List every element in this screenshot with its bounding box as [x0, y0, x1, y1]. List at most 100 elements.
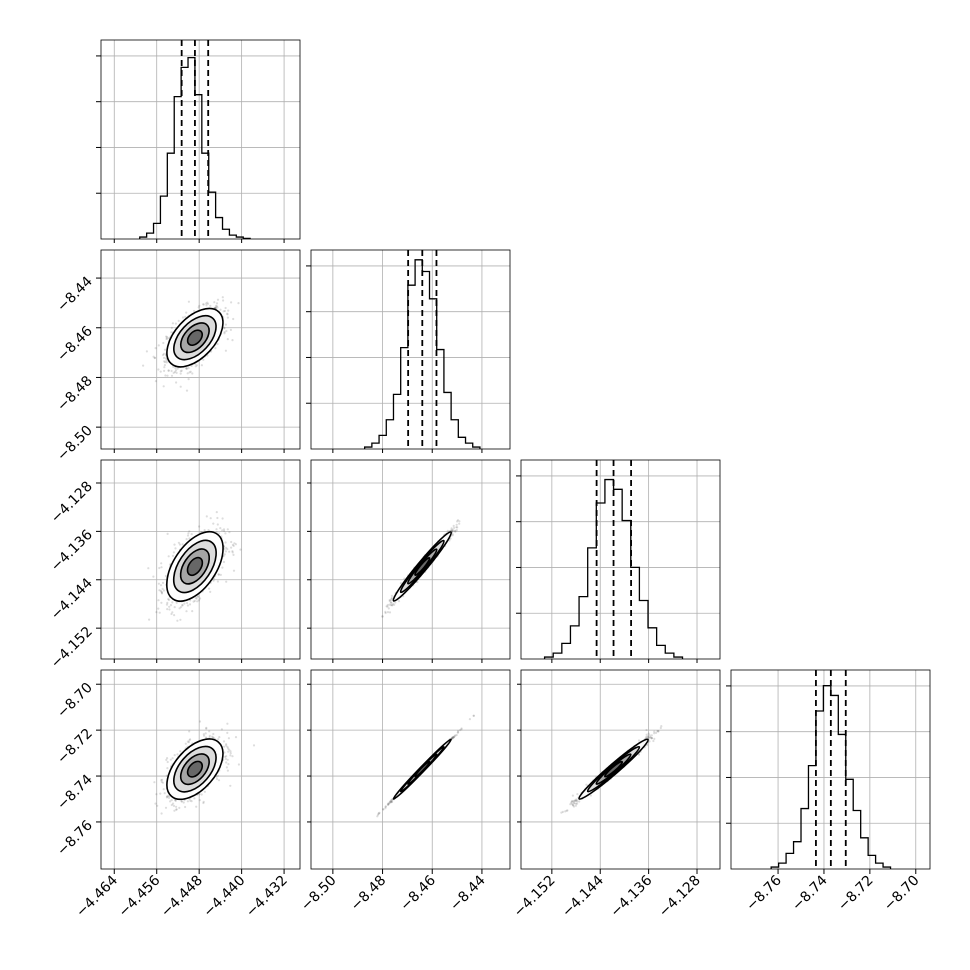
scatter-point	[179, 750, 182, 753]
scatter-point	[165, 361, 168, 364]
scatter-point	[159, 370, 162, 373]
scatter-point	[217, 779, 221, 782]
histogram-bar	[588, 548, 597, 659]
scatter-point	[163, 366, 166, 369]
histogram-bar	[853, 810, 860, 869]
scatter-point	[162, 341, 165, 345]
scatter-point	[389, 604, 392, 607]
scatter-point	[166, 795, 169, 798]
scatter-point	[230, 540, 233, 544]
scatter-point	[397, 600, 401, 603]
histogram-bar	[579, 597, 588, 659]
scatter-point	[195, 805, 198, 808]
scatter-point	[167, 598, 171, 602]
histogram-bar	[831, 695, 838, 869]
scatter-point	[175, 808, 178, 811]
scatter-point	[179, 370, 182, 373]
scatter-point	[202, 801, 205, 805]
histogram-bar	[401, 348, 408, 449]
scatter-point	[173, 370, 177, 373]
scatter-point	[176, 619, 179, 622]
scatter-point	[179, 372, 182, 375]
scatter-point	[200, 364, 203, 367]
scatter-point	[226, 731, 229, 735]
scatter-point	[209, 304, 212, 307]
scatter-point	[222, 299, 225, 302]
scatter-point	[204, 732, 207, 735]
scatter-point	[208, 730, 211, 733]
scatter-point	[171, 611, 174, 614]
scatter-point	[458, 522, 461, 525]
scatter-point	[166, 532, 169, 536]
scatter-point	[175, 601, 178, 604]
scatter-point	[169, 800, 172, 803]
panel-frame	[100, 459, 301, 660]
scatter-point	[399, 582, 402, 585]
scatter-point	[167, 369, 170, 372]
scatter-point	[160, 562, 163, 565]
scatter-point	[209, 590, 212, 594]
scatter-point	[194, 596, 197, 600]
scatter-point	[157, 368, 160, 371]
scatter-point	[162, 385, 165, 388]
scatter-point	[172, 551, 175, 554]
scatter-point	[184, 742, 187, 745]
scatter-point	[231, 551, 234, 554]
scatter-point	[384, 610, 387, 614]
scatter-point	[161, 778, 164, 781]
histogram-bar	[816, 711, 823, 869]
scatter-point	[228, 550, 231, 553]
scatter-point	[225, 755, 228, 758]
scatter-point	[454, 529, 457, 533]
scatter-point	[390, 800, 393, 803]
scatter-point	[215, 777, 219, 781]
scatter-point	[164, 374, 167, 377]
scatter-point	[186, 740, 189, 743]
scatter-point	[190, 800, 193, 803]
scatter-point	[456, 519, 460, 522]
scatter-point	[221, 517, 224, 520]
scatter-point	[199, 530, 202, 534]
scatter-point	[171, 322, 174, 325]
scatter-point	[225, 580, 228, 583]
scatter-point	[227, 737, 230, 740]
scatter-point	[182, 801, 185, 804]
histogram-bar	[167, 153, 174, 239]
scatter-point	[159, 589, 162, 593]
histogram-bar	[451, 420, 458, 449]
scatter-point	[451, 533, 454, 536]
scatter-point	[173, 606, 176, 609]
scatter-point	[460, 727, 463, 730]
scatter-point	[160, 812, 163, 815]
scatter-point	[184, 315, 187, 318]
scatter-point	[221, 296, 224, 299]
scatter-point	[173, 614, 176, 617]
scatter-point	[198, 720, 202, 723]
scatter-point	[390, 601, 393, 604]
scatter-point	[158, 589, 161, 592]
scatter-point	[224, 323, 227, 326]
scatter-point	[472, 714, 475, 717]
scatter-point	[211, 736, 215, 739]
scatter-point	[185, 311, 188, 314]
scatter-point	[177, 319, 180, 322]
scatter-point	[164, 361, 167, 364]
scatter-point	[456, 520, 459, 523]
scatter-point	[229, 784, 232, 787]
scatter-point	[174, 322, 177, 325]
scatter-point	[166, 337, 169, 340]
scatter-point	[389, 599, 392, 602]
scatter-point	[206, 301, 209, 304]
scatter-point	[165, 774, 168, 777]
panel-plot-area	[311, 460, 510, 659]
histogram-bar	[174, 97, 181, 239]
scatter-point	[391, 800, 394, 803]
histogram-panel-1	[306, 249, 511, 450]
scatter-point	[203, 529, 206, 532]
histogram-bar	[223, 229, 230, 239]
scatter-point	[455, 523, 458, 526]
scatter-point	[196, 595, 199, 598]
scatter-point	[215, 510, 218, 514]
scatter-point	[206, 302, 210, 305]
